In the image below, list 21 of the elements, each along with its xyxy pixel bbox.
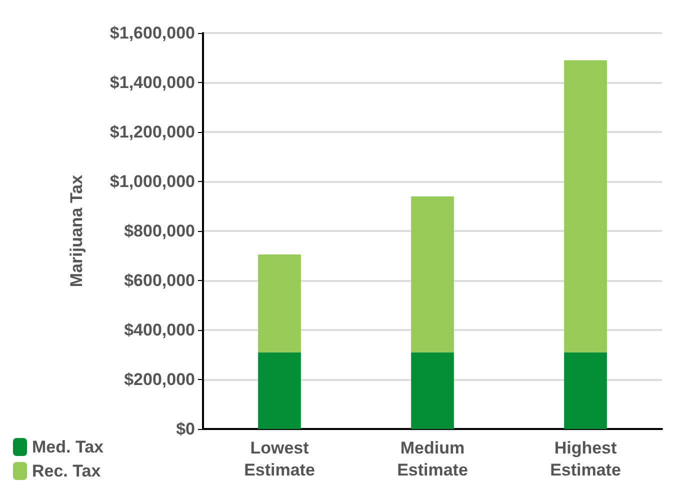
y-tick-label: $200,000 bbox=[124, 370, 195, 389]
y-tick-label: $1,000,000 bbox=[110, 172, 195, 191]
x-tick-label: Medium Estimate bbox=[397, 438, 468, 480]
y-axis-title: Marijuana Tax bbox=[67, 174, 86, 288]
legend-label: Rec. Tax bbox=[32, 462, 102, 480]
y-tick-label: $600,000 bbox=[124, 271, 195, 290]
y-tick-label: $400,000 bbox=[124, 320, 195, 340]
bar bbox=[564, 352, 607, 429]
bar bbox=[258, 352, 301, 429]
bar bbox=[258, 254, 301, 352]
y-tick-label: $1,600,000 bbox=[110, 24, 195, 42]
y-tick-label: $0 bbox=[176, 420, 195, 438]
y-tick-label: $1,200,000 bbox=[110, 122, 195, 142]
bar bbox=[411, 196, 454, 352]
y-tick-label: $800,000 bbox=[124, 222, 195, 240]
x-tick-label: Lowest Estimate bbox=[244, 438, 315, 480]
y-tick-label: $1,400,000 bbox=[110, 73, 195, 92]
bar bbox=[411, 352, 454, 429]
legend-label: Med. Tax bbox=[32, 438, 104, 456]
x-tick-label: Highest Estimate bbox=[550, 438, 621, 480]
bar bbox=[564, 60, 607, 352]
